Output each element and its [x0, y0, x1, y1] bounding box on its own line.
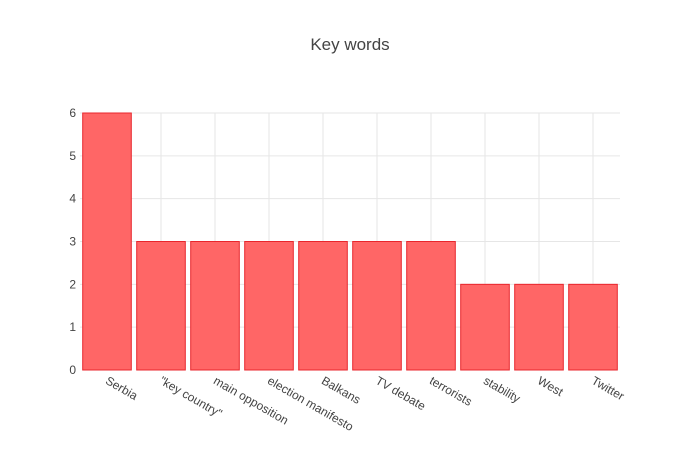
x-tick-label: Twitter: [589, 373, 627, 403]
y-tick-label: 4: [69, 192, 76, 206]
x-tick-label: stability: [481, 373, 523, 405]
bars: [82, 112, 618, 371]
x-axis-ticks: Serbia "key country"main oppositionelecti…: [103, 373, 627, 434]
bar[interactable]: [190, 241, 240, 371]
y-tick-label: 5: [69, 149, 76, 163]
y-tick-label: 1: [69, 320, 76, 334]
bar[interactable]: [82, 112, 132, 371]
x-tick-label: TV debate: [373, 373, 428, 413]
y-tick-label: 0: [69, 363, 76, 377]
x-tick-label: Balkans: [319, 373, 363, 406]
y-tick-label: 6: [69, 106, 76, 120]
chart-title: Key words: [310, 35, 389, 54]
x-tick-label: West: [535, 373, 566, 399]
bar[interactable]: [406, 241, 456, 371]
x-tick-label: terrorists: [427, 373, 474, 408]
bar[interactable]: [514, 283, 564, 371]
bar[interactable]: [244, 241, 294, 371]
bar[interactable]: [568, 283, 618, 371]
y-tick-label: 3: [69, 235, 76, 249]
bar[interactable]: [136, 241, 186, 371]
y-axis-ticks: 0 1 2 3 4 5 6: [69, 106, 76, 377]
bar[interactable]: [298, 241, 348, 371]
y-tick-label: 2: [69, 277, 76, 291]
x-tick-label: Serbia: [103, 373, 140, 403]
bar[interactable]: [352, 241, 402, 371]
bar[interactable]: [460, 283, 510, 371]
